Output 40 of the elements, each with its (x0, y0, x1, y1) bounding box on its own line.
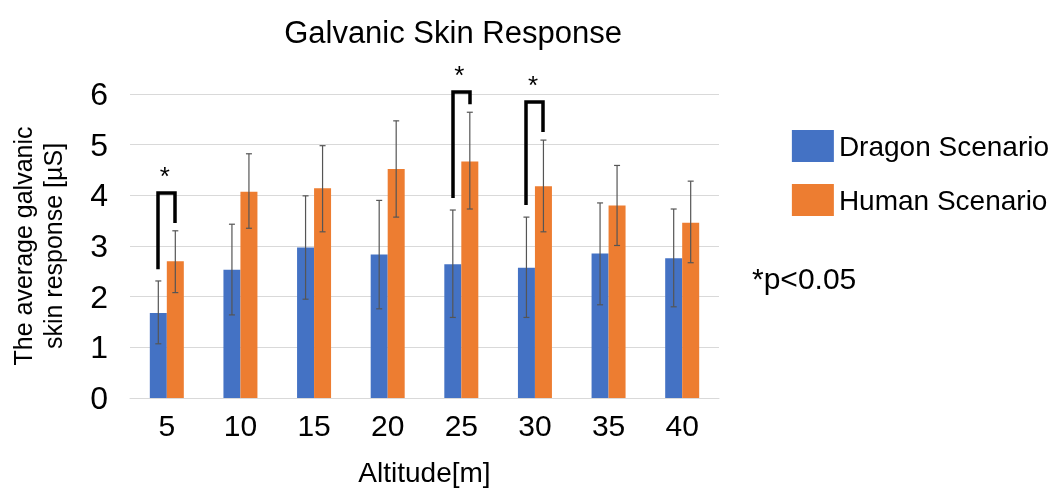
annotation: * (159, 160, 170, 191)
bar (166, 261, 184, 398)
bar (665, 258, 683, 398)
chart-title: Galvanic Skin Response (284, 15, 622, 50)
bar (682, 222, 700, 398)
annotation: * (527, 70, 539, 101)
bar (223, 269, 241, 398)
bar (444, 264, 462, 398)
x-tick-label: 25 (444, 408, 478, 442)
x-tick-label: 30 (518, 408, 552, 442)
y-tick-label: 3 (90, 228, 108, 264)
bar (534, 186, 552, 398)
bar (149, 312, 167, 398)
y-tick-label: 2 (90, 278, 108, 315)
bar (591, 253, 609, 398)
bar (240, 191, 258, 398)
text: *p<0.05 (752, 262, 857, 296)
y-tick-label: 4 (90, 177, 108, 214)
y-tick-label: 6 (90, 76, 108, 112)
x-tick-label: 20 (371, 408, 405, 442)
legend-label: Dragon Scenario (838, 130, 1049, 162)
bar (461, 161, 479, 398)
x-tick-label: 35 (591, 408, 626, 442)
x-tick-label: 5 (158, 408, 176, 442)
y-tick-label: 5 (90, 126, 108, 163)
bar (297, 247, 315, 398)
y-tick-label: 0 (90, 380, 108, 416)
x-tick-label: 40 (665, 408, 699, 442)
bar (517, 267, 535, 398)
x-tick-label: 10 (223, 408, 258, 442)
y-tick-label: 1 (90, 329, 108, 366)
bar (608, 205, 626, 398)
bar (370, 254, 388, 398)
x-axis-title: Altitude[m] (358, 456, 491, 488)
y-axis-title: The average galvanic skin response [µS] (9, 126, 67, 366)
x-tick-label: 15 (297, 408, 331, 442)
legend-label: Human Scenario (838, 184, 1048, 216)
bar (387, 168, 405, 398)
text: * (454, 60, 465, 90)
bar (314, 188, 332, 398)
